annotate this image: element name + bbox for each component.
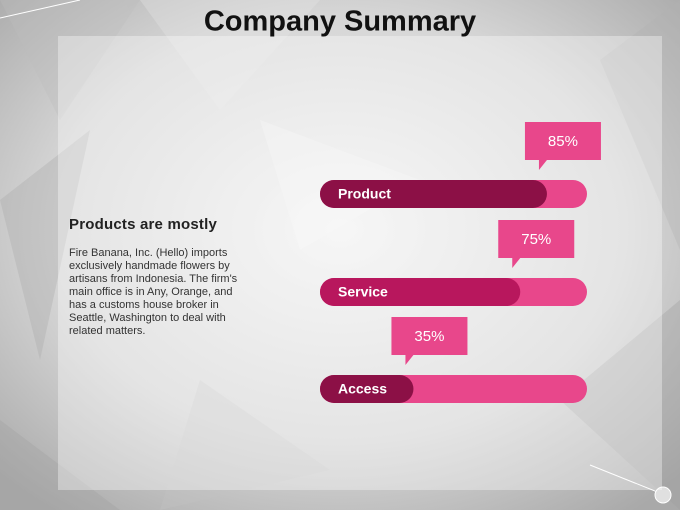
description: Products are mostly Fire Banana, Inc. (H… — [69, 216, 244, 338]
decor-line — [0, 0, 81, 19]
decor-dot — [654, 486, 672, 504]
value-label: 35% — [414, 328, 444, 345]
callout — [391, 317, 468, 365]
bar — [320, 180, 547, 208]
callout — [498, 220, 575, 268]
body-text: Fire Banana, Inc. (Hello) imports exclus… — [69, 247, 238, 337]
bar — [320, 278, 521, 306]
bar-label: Access — [338, 381, 387, 397]
value-label: 75% — [521, 231, 551, 248]
bar — [320, 375, 414, 403]
value-label: 85% — [548, 133, 578, 150]
heading: Products are mostly — [69, 216, 218, 233]
callout — [524, 122, 601, 170]
panel — [58, 36, 662, 490]
bar-label: Service — [338, 284, 388, 300]
chart-title: Company Summary — [204, 6, 476, 38]
decor-line — [589, 464, 666, 496]
bar-label: Product — [338, 186, 391, 202]
